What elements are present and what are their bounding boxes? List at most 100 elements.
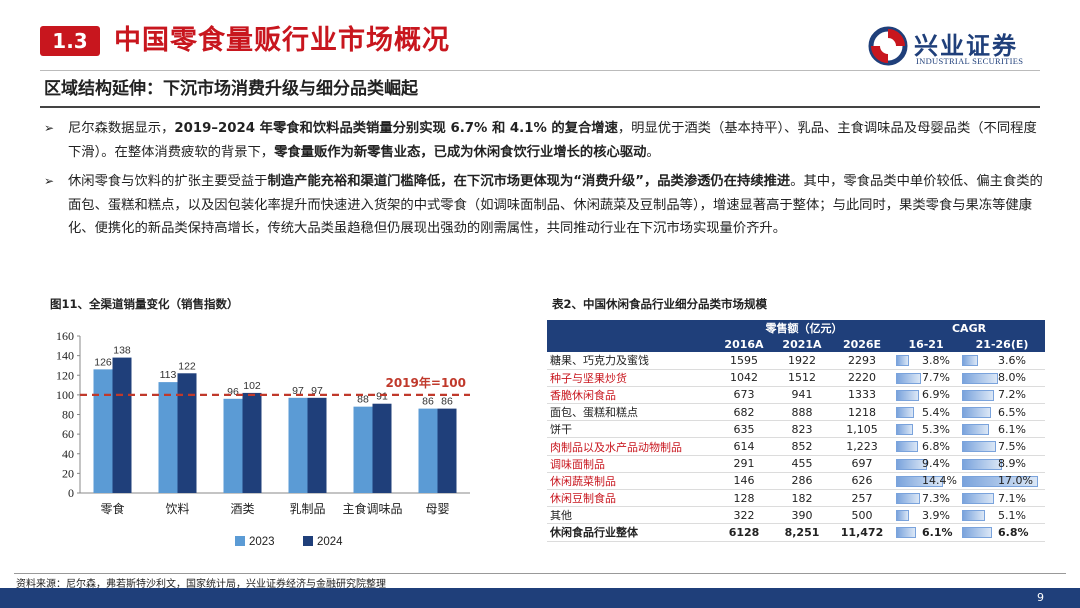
source-note: 资料来源：尼尔森，弗若斯特沙利文，国家统计局，兴业证券经济与金融研究院整理 — [16, 579, 386, 590]
table-cell-cagr-16-21: 3.8% — [893, 352, 960, 370]
table-cell-cagr-21-26: 17.0% — [959, 472, 1046, 491]
bar-value-label: 96 — [227, 386, 239, 398]
table-cell-cagr-21-26: 8.0% — [959, 369, 1046, 387]
table-header-2026e: 2026E — [831, 336, 894, 352]
table-cell-2016a: 322 — [715, 506, 773, 525]
table-cell-cagr-21-26: 6.8% — [959, 523, 1046, 542]
page-number: 9 — [1037, 591, 1044, 604]
bar-2024 — [437, 408, 457, 493]
cagr-data-bar — [896, 372, 922, 384]
table-cell-category: 肉制品以及水产品动物制品 — [547, 437, 715, 456]
cagr-value: 3.8% — [922, 353, 950, 367]
table-cell-category: 其他 — [547, 506, 715, 525]
bar-2024 — [307, 397, 327, 493]
bar-value-label: 86 — [441, 396, 453, 408]
table-cell-2021a: 182 — [773, 489, 831, 508]
cagr-data-bar — [962, 493, 994, 504]
table-header-category — [547, 336, 715, 352]
cagr-data-bar — [962, 355, 979, 366]
table-cell-cagr-16-21: 3.9% — [893, 506, 960, 525]
bar-2023 — [353, 406, 373, 493]
cagr-value: 5.1% — [998, 508, 1026, 522]
slide-subtitle: 区域结构延伸：下沉市场消费升级与细分品类崛起 — [44, 79, 418, 99]
x-category-label: 零食 — [100, 501, 124, 516]
table-header-cagr-16-21: 16-21 — [893, 336, 960, 352]
table-cell-2021a: 286 — [773, 472, 831, 491]
bar-2024 — [242, 392, 262, 493]
bullet-2-bold-1: 制造产能充裕和渠道门槛降低，在下沉市场更体现为“消费升级”，品类渗透仍在持续推进 — [267, 174, 791, 189]
cagr-data-bar — [962, 458, 1002, 470]
table-cell-2016a: 291 — [715, 455, 773, 473]
cagr-value: 7.5% — [998, 440, 1026, 454]
table-cell-2021a: 888 — [773, 403, 831, 422]
table-row: 面包、蛋糕和糕点 682 888 1218 5.4% 6.5% — [547, 403, 1046, 422]
table-row: 香脆休闲食品 673 941 1333 6.9% 7.2% — [547, 386, 1046, 405]
cagr-data-bar — [896, 510, 909, 522]
table-row: 其他 322 390 500 3.9% 5.1% — [547, 506, 1046, 525]
y-tick-label: 60 — [62, 427, 74, 441]
cagr-data-bar — [962, 407, 992, 419]
table-cell-cagr-16-21: 6.8% — [893, 437, 960, 456]
table-cell-2026e: 1,105 — [831, 420, 894, 439]
table-header-2021a: 2021A — [773, 336, 831, 352]
cagr-value: 6.8% — [998, 525, 1029, 539]
cagr-value: 8.9% — [998, 457, 1026, 471]
table-row: 糖果、巧克力及蜜饯 1595 1922 2293 3.8% 3.6% — [547, 352, 1046, 370]
bar-value-label: 97 — [292, 385, 304, 397]
bullet-2-run-2: 。其中，零食品类中单价较低、偏主食类的面包、蛋糕和糕点，以及因包装化率提升而快速… — [68, 174, 1043, 236]
table-cell-2026e: 1218 — [831, 403, 894, 422]
table-cell-cagr-16-21: 14.4% — [893, 472, 960, 491]
table-cell-category: 种子与坚果炒货 — [547, 369, 715, 387]
bar-value-label: 91 — [376, 391, 388, 403]
bar-2023 — [93, 369, 113, 493]
cagr-value: 7.7% — [922, 371, 950, 385]
table-cell-category: 休闲豆制食品 — [547, 489, 715, 508]
bar-value-label: 97 — [311, 385, 323, 397]
table-cell-2016a: 682 — [715, 403, 773, 422]
table-row: 休闲食品行业整体 6128 8,251 11,472 6.1% 6.8% — [547, 523, 1046, 542]
header-divider — [40, 70, 1040, 71]
x-category-label: 母婴 — [425, 502, 449, 516]
cagr-value: 6.8% — [922, 440, 950, 454]
table-cell-2026e: 2293 — [831, 352, 894, 370]
y-tick-label: 0 — [68, 486, 74, 500]
table-header-empty — [547, 320, 715, 336]
table-group-header-row: 零售额（亿元） CAGR — [547, 320, 1046, 336]
table-cell-2021a: 852 — [773, 437, 831, 456]
bar-value-label: 126 — [94, 356, 112, 368]
table-cell-2016a: 614 — [715, 437, 773, 456]
table-row: 种子与坚果炒货 1042 1512 2220 7.7% 8.0% — [547, 369, 1046, 387]
legend-label: 2023 — [249, 536, 275, 548]
table-cell-2026e: 11,472 — [831, 523, 894, 542]
bar-2024 — [112, 357, 132, 493]
cagr-value: 6.1% — [922, 525, 953, 539]
cagr-data-bar — [896, 527, 917, 539]
bullet-1-run-2: ，明显优于酒类（基本持平）、乳品、主食调味品及母婴品类（不同程度下滑）。在整体消… — [68, 121, 1037, 160]
y-tick-label: 40 — [62, 447, 74, 461]
table-cell-2016a: 146 — [715, 472, 773, 491]
y-tick-label: 120 — [56, 368, 74, 382]
table-column-header-row: 2016A 2021A 2026E 16-21 21-26(E) — [547, 336, 1046, 352]
table-row: 调味面制品 291 455 697 9.4% 8.9% — [547, 455, 1046, 473]
bar-value-label: 113 — [160, 369, 177, 381]
subtitle-divider — [40, 106, 1040, 108]
cagr-data-bar — [962, 441, 996, 453]
table-cell-category: 香脆休闲食品 — [547, 386, 715, 405]
cagr-value: 7.3% — [922, 491, 950, 505]
x-category-label: 酒类 — [230, 502, 254, 516]
table-header-2016a: 2016A — [715, 336, 773, 352]
industrial-securities-logo-icon — [868, 26, 908, 66]
table-cell-cagr-16-21: 9.4% — [893, 455, 960, 473]
table-cell-2016a: 1595 — [715, 352, 773, 370]
bullet-1-run-1: 尼尔森数据显示， — [68, 121, 175, 136]
bar-2023 — [288, 397, 308, 493]
table-cell-cagr-16-21: 5.4% — [893, 403, 960, 422]
cagr-value: 6.9% — [922, 388, 950, 402]
cagr-value: 3.6% — [998, 353, 1026, 367]
cagr-data-bar — [896, 389, 919, 401]
table-cell-cagr-16-21: 6.1% — [893, 523, 960, 542]
table-cell-cagr-21-26: 5.1% — [959, 506, 1046, 525]
table-cell-category: 饼干 — [547, 420, 715, 439]
